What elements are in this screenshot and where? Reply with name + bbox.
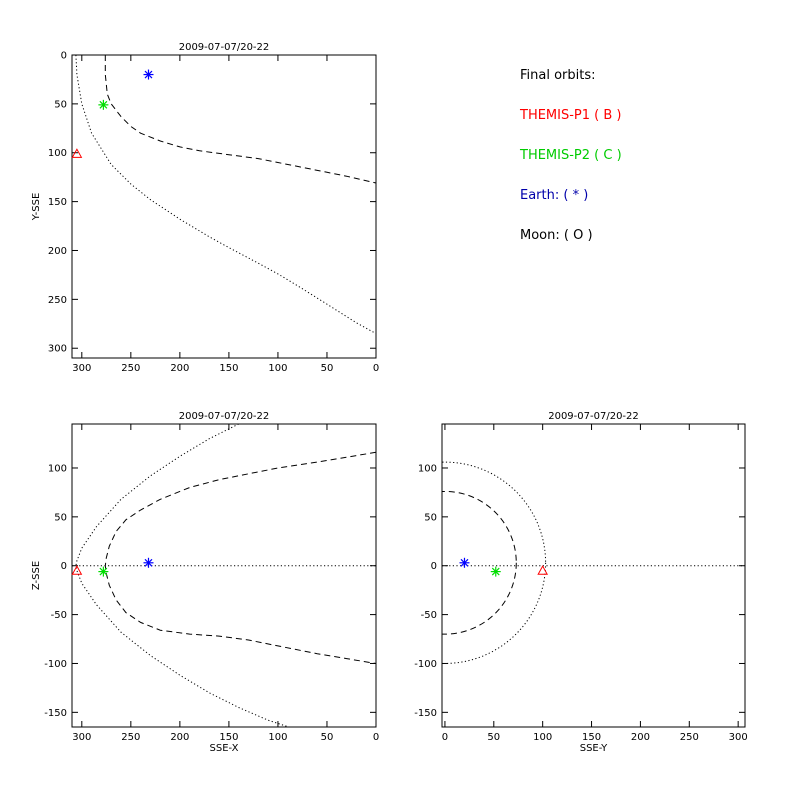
x-tick-label: 50	[487, 732, 500, 743]
y-tick-label: 100	[418, 463, 437, 474]
y-tick-label: 0	[431, 561, 437, 572]
y-axis-label: Z-SSE	[31, 561, 42, 590]
y-tick-label: -150	[44, 708, 67, 719]
chart-title: 2009-07-07/20-22	[179, 411, 270, 422]
earth-marker	[459, 557, 470, 568]
y-tick-label: 200	[48, 246, 67, 257]
orbit-curve-dotted	[75, 424, 291, 727]
y-tick-label: 100	[48, 463, 67, 474]
y-tick-label: -150	[414, 708, 437, 719]
legend-item-moon: Moon: ( O )	[520, 228, 593, 243]
plot-area	[72, 424, 376, 727]
y-tick-label: 50	[54, 99, 67, 110]
x-tick-label: 150	[582, 732, 601, 743]
themis-p1-marker	[71, 565, 83, 575]
themis-p2-marker	[490, 566, 501, 577]
x-tick-label: 100	[268, 732, 287, 743]
plot-area	[442, 461, 745, 664]
orbit-curve-dashed	[104, 55, 376, 184]
plot-area	[75, 55, 376, 335]
x-tick-label: 300	[72, 363, 91, 374]
x-tick-label: 150	[219, 732, 238, 743]
y-tick-label: 300	[48, 344, 67, 355]
y-tick-label: -100	[414, 659, 437, 670]
x-tick-label: 200	[631, 732, 650, 743]
y-tick-label: 0	[61, 51, 67, 62]
x-tick-label: 250	[680, 732, 699, 743]
plot-frame	[441, 423, 746, 728]
y-tick-label: 50	[54, 512, 67, 523]
themis-p1-marker	[537, 565, 549, 575]
y-tick-label: -100	[44, 659, 67, 670]
x-tick-label: 150	[219, 363, 238, 374]
legend-title: Final orbits:	[520, 68, 596, 83]
orbit-curve-dotted	[442, 461, 547, 664]
x-tick-label: 0	[373, 363, 379, 374]
x-tick-label: 250	[121, 732, 140, 743]
earth-marker	[143, 557, 154, 568]
x-tick-label: 300	[72, 732, 91, 743]
legend-item-themis-p2: THEMIS-P2 ( C )	[520, 148, 622, 163]
chart-panel-2: 2009-07-07/20-22 300 250 200 150 100 50 0 100 50 0…	[31, 411, 379, 754]
earth-marker	[143, 69, 154, 80]
x-tick-label: 200	[170, 732, 189, 743]
x-tick-label: 100	[533, 732, 552, 743]
x-tick-label: 50	[321, 363, 334, 374]
orbit-curve-dotted	[75, 55, 376, 335]
y-tick-label: 0	[61, 561, 67, 572]
x-axis-label: SSE-Y	[580, 743, 608, 754]
legend-item-earth: Earth: ( * )	[520, 188, 589, 203]
y-tick-label: 100	[48, 148, 67, 159]
y-tick-label: 50	[424, 512, 437, 523]
x-tick-label: 0	[373, 732, 379, 743]
x-tick-label: 250	[121, 363, 140, 374]
chart-title: 2009-07-07/20-22	[548, 411, 639, 422]
legend-item-themis-p1: THEMIS-P1 ( B )	[520, 108, 622, 123]
x-tick-label: 50	[321, 732, 334, 743]
chart-panel-1: 2009-07-07/20-22 300 250 200 150 100 50 0 0 50 100…	[31, 42, 379, 374]
x-tick-label: 300	[729, 732, 748, 743]
x-tick-label: 0	[442, 732, 448, 743]
orbit-curve-dashed	[442, 490, 517, 635]
y-tick-label: -50	[51, 610, 67, 621]
y-tick-label: 150	[48, 197, 67, 208]
x-axis-label: SSE-X	[210, 743, 239, 754]
y-tick-label: -50	[421, 610, 437, 621]
x-tick-label: 100	[268, 363, 287, 374]
themis-p2-marker	[98, 566, 109, 577]
y-tick-label: 250	[48, 295, 67, 306]
themis-p2-marker	[98, 99, 109, 110]
plot-frame	[71, 54, 377, 359]
chart-panel-3: 2009-07-07/20-22 0 50 100 150 200 250 300 100 50 0…	[414, 411, 748, 754]
x-tick-label: 200	[170, 363, 189, 374]
plot-frame	[71, 423, 377, 728]
themis-p1-marker	[71, 148, 83, 158]
y-axis-label: Y-SSE	[31, 193, 42, 222]
chart-title: 2009-07-07/20-22	[179, 42, 270, 53]
orbit-curve-dashed	[104, 451, 376, 664]
